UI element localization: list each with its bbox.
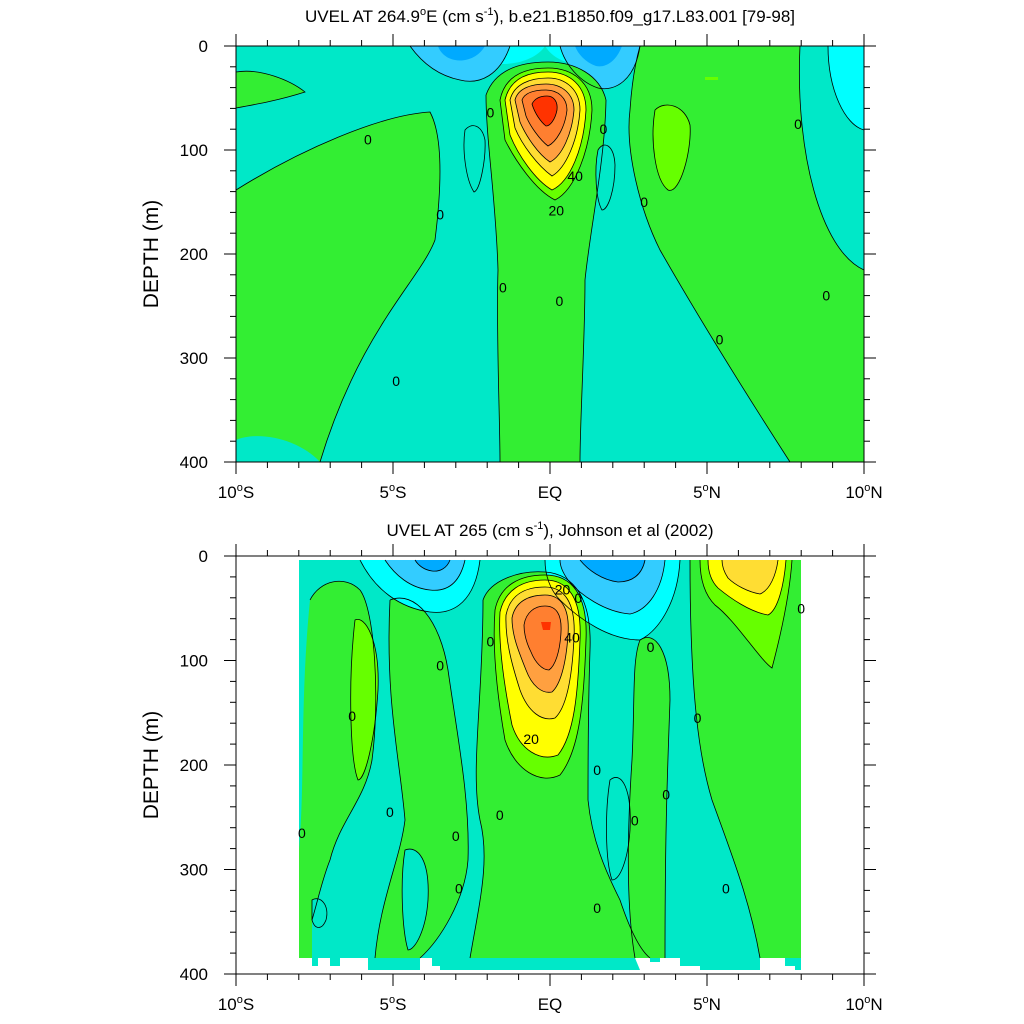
y-tick-label: 100 bbox=[180, 141, 208, 160]
contour-label: 0 bbox=[794, 116, 802, 132]
contour-label: 0 bbox=[499, 279, 507, 295]
contour-label: 0 bbox=[364, 132, 372, 148]
contour-label: 0 bbox=[436, 658, 444, 674]
contour-label: 0 bbox=[640, 194, 648, 210]
panel-model: UVEL AT 264.9oE (cm s-1), b.e21.B1850.f0… bbox=[140, 6, 883, 502]
x-tick-label: 10oS bbox=[218, 482, 254, 502]
x-tick-label: 5oS bbox=[380, 994, 407, 1014]
fill-blue-west bbox=[415, 560, 450, 572]
contour-label: 0 bbox=[822, 288, 830, 304]
y-tick-label: 200 bbox=[180, 245, 208, 264]
fill-missing-bottom2 bbox=[420, 958, 440, 970]
contour-label: 0 bbox=[662, 786, 670, 802]
x-tick-label: 10oN bbox=[845, 994, 882, 1014]
fill-aqua-lens-e bbox=[595, 145, 615, 210]
fill-core-red bbox=[541, 622, 551, 630]
fill-missing-bottom5 bbox=[760, 958, 795, 970]
contour-label: 0 bbox=[392, 373, 400, 389]
fill-missing-bottom bbox=[299, 958, 368, 970]
contour-label: 0 bbox=[716, 331, 724, 347]
contour-label: 0 bbox=[593, 900, 601, 916]
x-tick-label: EQ bbox=[538, 483, 563, 502]
contour-label: 0 bbox=[436, 206, 444, 222]
fill-cyan-right bbox=[828, 46, 864, 130]
panel-2-contour-fill bbox=[299, 560, 801, 970]
fill-core-red bbox=[532, 96, 558, 126]
fill-missing-bottom6 bbox=[375, 958, 395, 970]
fill-blue-west-core bbox=[438, 46, 485, 61]
panel-1-title: UVEL AT 264.9oE (cm s-1), b.e21.B1850.f0… bbox=[305, 6, 795, 26]
contour-label: 0 bbox=[797, 600, 805, 616]
x-tick-label: 5oN bbox=[693, 482, 721, 502]
fill-missing-bottom4 bbox=[660, 958, 700, 970]
fill-core-darkorange bbox=[524, 606, 562, 670]
contour-label: 0 bbox=[694, 710, 702, 726]
contour-label: 0 bbox=[631, 812, 639, 828]
contour-label: 20 bbox=[523, 731, 539, 747]
y-tick-label: 100 bbox=[180, 652, 208, 671]
contour-label: 20 bbox=[555, 581, 571, 597]
fill-blue-east bbox=[560, 46, 640, 89]
x-tick-label: 5oS bbox=[380, 482, 407, 502]
fill-green-west2 bbox=[375, 598, 469, 958]
contour-label: 20 bbox=[548, 202, 564, 218]
contour-label: 40 bbox=[564, 630, 580, 646]
contour-label: 0 bbox=[486, 105, 494, 121]
contour-label: 0 bbox=[386, 804, 394, 820]
y-tick-label: 200 bbox=[180, 756, 208, 775]
fill-lightgreen-east bbox=[653, 105, 691, 191]
contour-label: 0 bbox=[599, 121, 607, 137]
x-tick-label: EQ bbox=[538, 995, 563, 1014]
contour-label: 0 bbox=[496, 807, 504, 823]
fill-teal-bottom bbox=[236, 436, 320, 462]
panel-2-ylabel: DEPTH (m) bbox=[140, 711, 163, 820]
contour-label: 0 bbox=[556, 293, 564, 309]
fill-green-west bbox=[236, 112, 440, 462]
contour-label: 0 bbox=[348, 708, 356, 724]
panel-2-contour-lines bbox=[309, 559, 793, 959]
y-tick-label: 300 bbox=[180, 349, 208, 368]
x-tick-label: 5oN bbox=[693, 994, 721, 1014]
fill-green-east bbox=[628, 637, 670, 958]
panel-1-contour-labels: 0 0 0 0 40 20 0 0 0 0 0 0 0 bbox=[364, 105, 830, 389]
contour-label: 0 bbox=[455, 880, 463, 896]
fill-teal-island-2 bbox=[402, 849, 429, 950]
contour-label: 0 bbox=[298, 825, 306, 841]
fill-aqua-lens-w bbox=[464, 125, 486, 192]
panel-2-title: UVEL AT 265 (cm s-1), Johnson et al (200… bbox=[387, 520, 714, 540]
fill-small-patch bbox=[705, 77, 718, 80]
contour-label: 0 bbox=[574, 590, 582, 606]
y-tick-label: 0 bbox=[199, 547, 208, 566]
contour-label: 0 bbox=[647, 639, 655, 655]
panel-1-contour-fill bbox=[236, 46, 864, 462]
panel-1-contour-lines bbox=[235, 45, 865, 463]
fill-lightgreen-w bbox=[350, 619, 379, 780]
fill-missing-bottom3 bbox=[635, 958, 660, 970]
panel-1-ylabel: DEPTH (m) bbox=[140, 200, 163, 309]
y-tick-label: 400 bbox=[180, 453, 208, 472]
contour-label: 0 bbox=[593, 762, 601, 778]
y-tick-label: 400 bbox=[180, 965, 208, 984]
fill-teal-island-1 bbox=[606, 777, 631, 880]
fill-blue-east bbox=[580, 560, 645, 582]
fill-blue-east-core bbox=[575, 46, 622, 67]
y-tick-label: 300 bbox=[180, 861, 208, 880]
fill-green-west-small bbox=[236, 71, 305, 108]
contour-label: 0 bbox=[722, 880, 730, 896]
y-tick-label: 0 bbox=[199, 37, 208, 56]
x-tick-label: 10oN bbox=[845, 482, 882, 502]
x-tick-label: 10oS bbox=[218, 994, 254, 1014]
fill-gold-east bbox=[722, 560, 778, 594]
fill-blue-west bbox=[410, 46, 510, 82]
contour-label: 0 bbox=[486, 634, 494, 650]
panel-observations: UVEL AT 265 (cm s-1), Johnson et al (200… bbox=[140, 520, 883, 1014]
contour-label: 40 bbox=[567, 168, 583, 184]
contour-label: 0 bbox=[452, 828, 460, 844]
